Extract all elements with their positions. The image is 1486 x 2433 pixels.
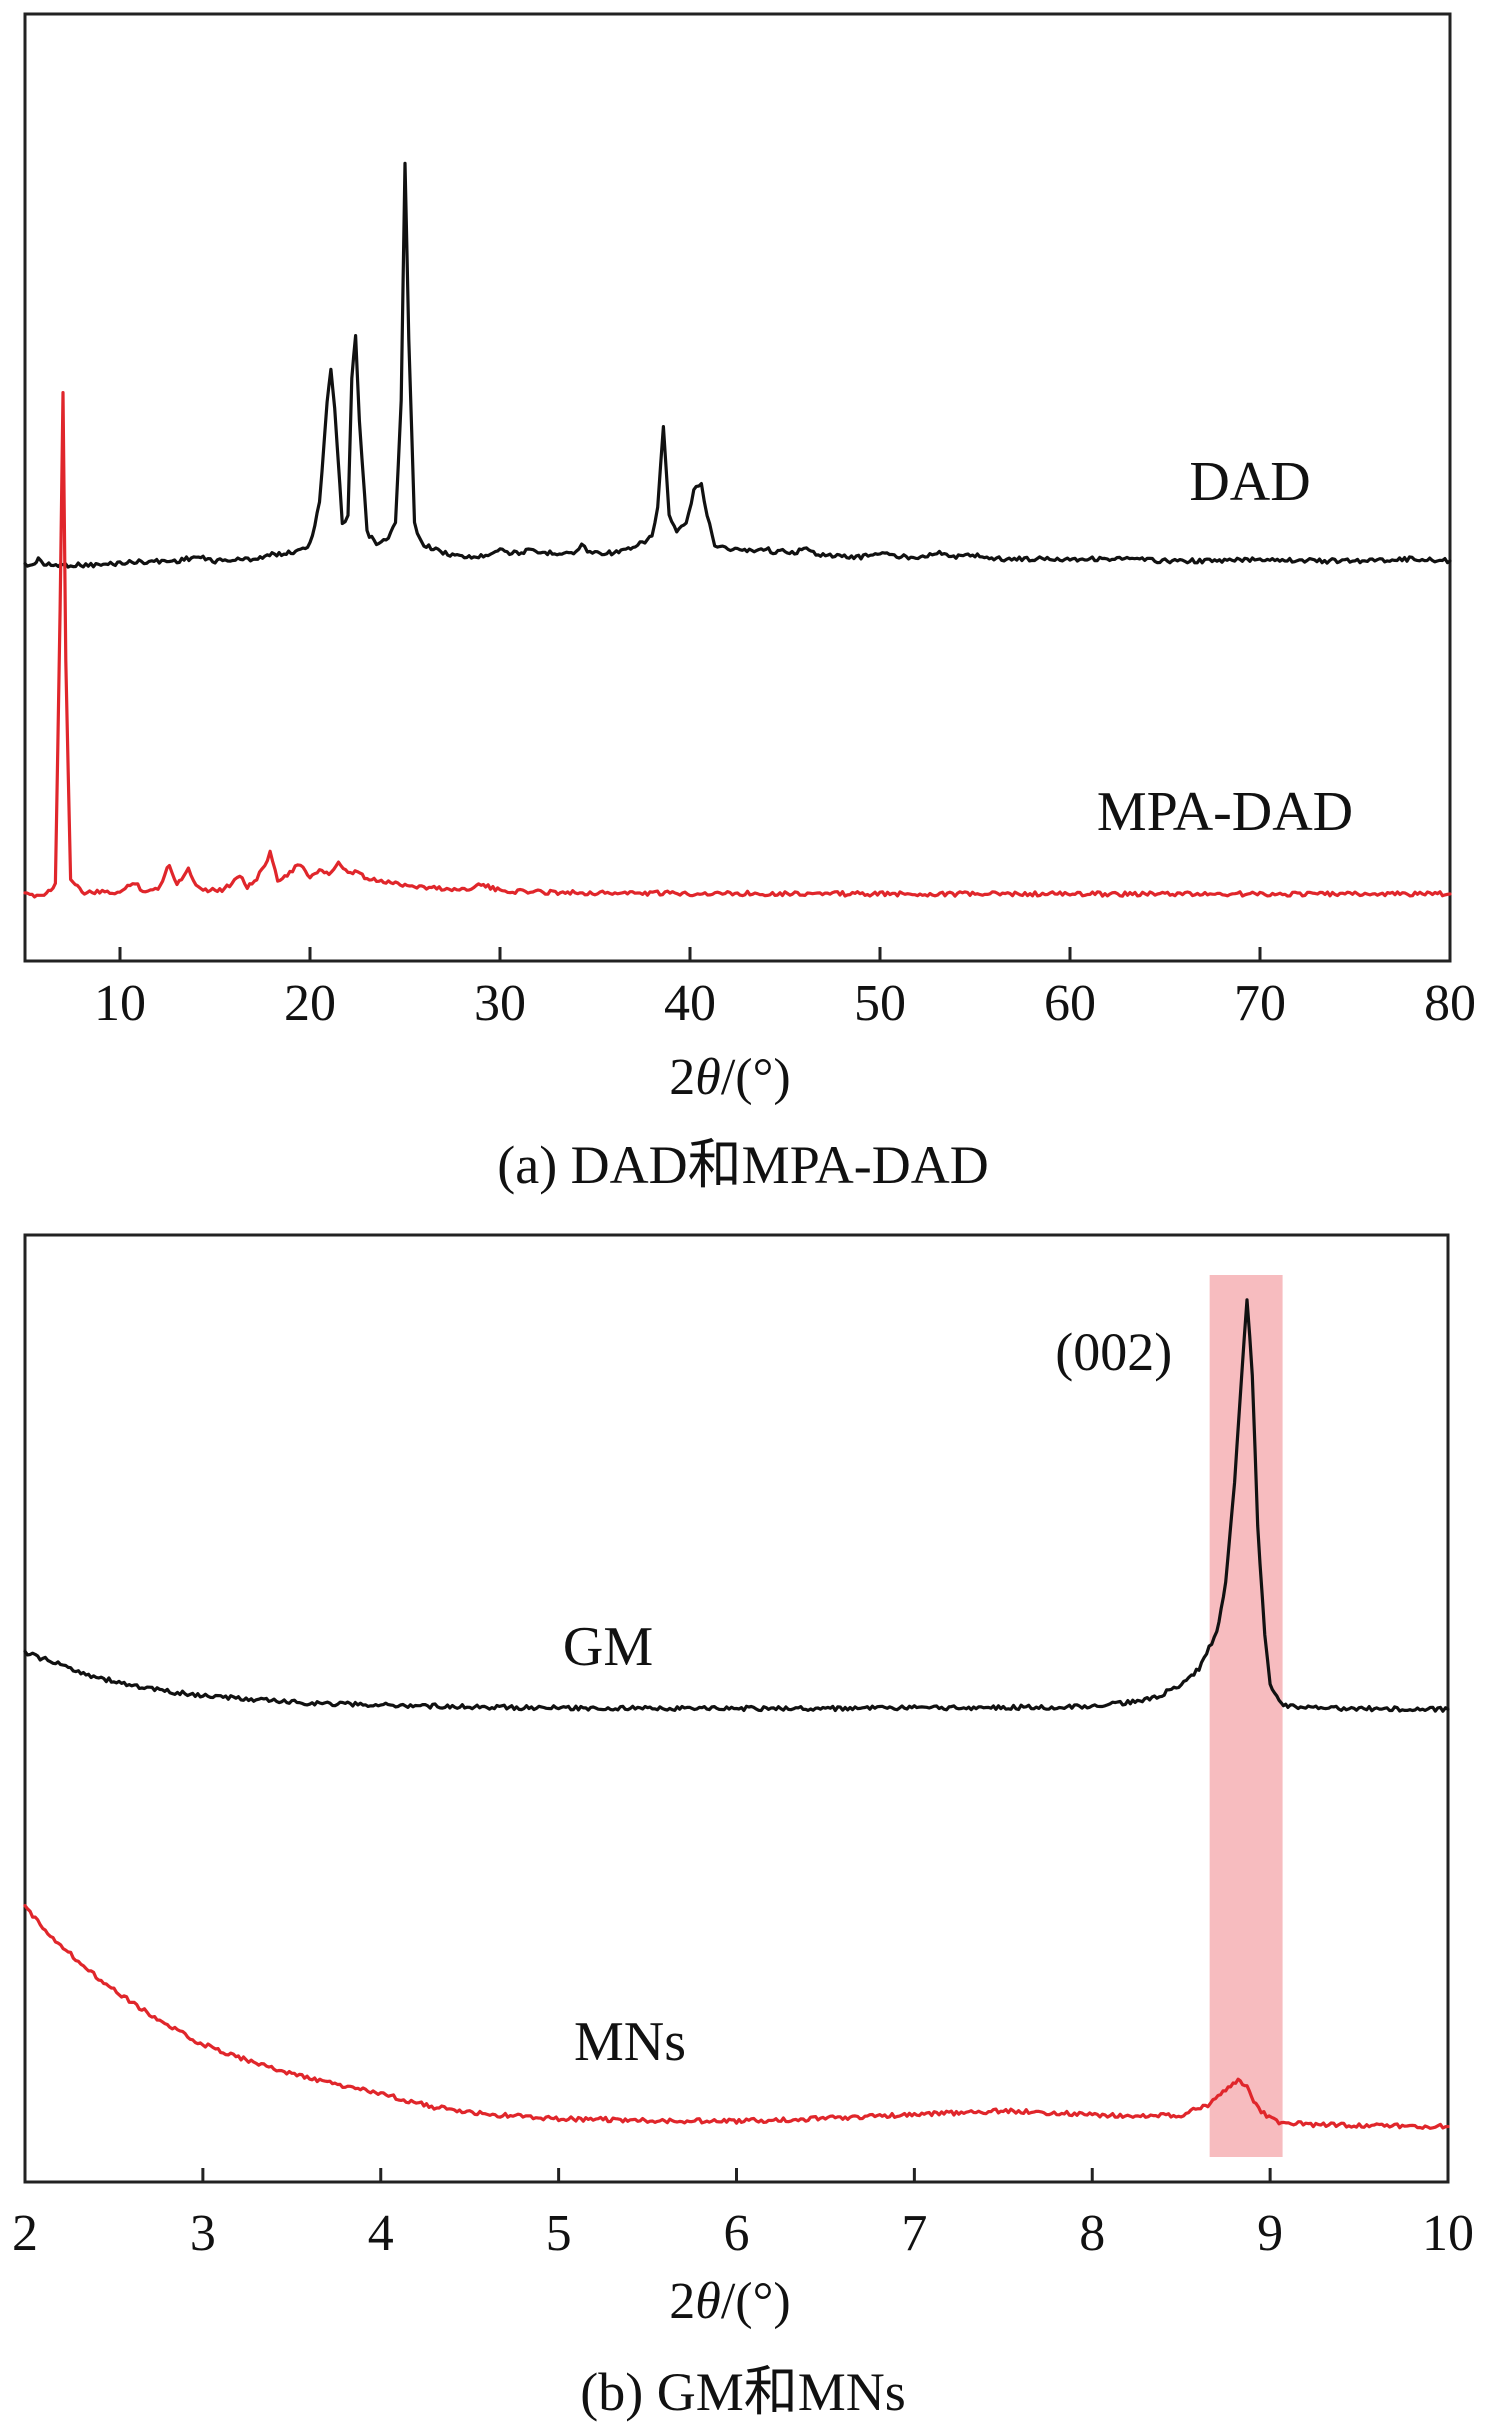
x-tick-label: 5 <box>546 2205 572 2262</box>
series-label-gm: GM <box>563 1616 653 1678</box>
panel-a-caption: (a) DAD和MPA-DAD <box>497 1135 988 1195</box>
x-tick-label: 40 <box>664 975 716 1032</box>
x-tick-label: 60 <box>1044 975 1096 1032</box>
x-tick-label: 30 <box>474 975 526 1032</box>
panel-b-chart: 2 3 4 5 6 7 8 9 10 GM MNs (002) 2θ/(°) (b) GM和MNs <box>12 1233 1474 2422</box>
x-tick-label: 8 <box>1079 2205 1105 2262</box>
peak-annotation-002: (002) <box>1055 1322 1172 1382</box>
panel-b-x-axis-title: 2θ/(°) <box>669 2273 790 2330</box>
x-tick-label: 20 <box>284 975 336 1032</box>
x-tick-label: 4 <box>368 2205 394 2262</box>
series-line-dad <box>23 161 1452 569</box>
x-tick-label: 70 <box>1234 975 1286 1032</box>
series-label-dad: DAD <box>1189 451 1310 513</box>
x-tick-label: 2 <box>12 2205 38 2262</box>
x-tick-label: 10 <box>1422 2205 1474 2262</box>
series-label-mpa-dad: MPA-DAD <box>1097 781 1353 843</box>
x-tick-label: 3 <box>190 2205 216 2262</box>
series-line-mpa-dad <box>23 391 1452 899</box>
x-tick-label: 50 <box>854 975 906 1032</box>
series-line-gm <box>23 1298 1450 1713</box>
panel-b-x-axis: 2 3 4 5 6 7 8 9 10 <box>12 2168 1474 2262</box>
x-tick-label: 10 <box>94 975 146 1032</box>
x-tick-label: 7 <box>901 2205 927 2262</box>
x-tick-label: 9 <box>1257 2205 1283 2262</box>
x-tick-label: 80 <box>1424 975 1476 1032</box>
panel-a-x-axis: 10 20 30 40 50 60 70 80 <box>94 947 1476 1032</box>
panel-a-chart: 10 20 30 40 50 60 70 80 DAD MPA-DAD 2θ/(°) (a) D… <box>23 12 1476 1195</box>
series-label-mns: MNs <box>574 2011 686 2073</box>
panel-b-traces <box>23 1298 1450 2130</box>
panel-a-x-axis-title: 2θ/(°) <box>669 1049 790 1106</box>
panel-a-traces <box>23 161 1452 899</box>
panel-b-series-labels: GM MNs <box>563 1616 686 2073</box>
panel-b-caption: (b) GM和MNs <box>580 2362 906 2422</box>
x-tick-label: 6 <box>724 2205 750 2262</box>
panel-a-series-labels: DAD MPA-DAD <box>1097 451 1353 843</box>
series-line-mns <box>23 1903 1450 2130</box>
peak-highlight-band <box>1209 1275 1283 2157</box>
panel-a-frame <box>23 12 1452 963</box>
